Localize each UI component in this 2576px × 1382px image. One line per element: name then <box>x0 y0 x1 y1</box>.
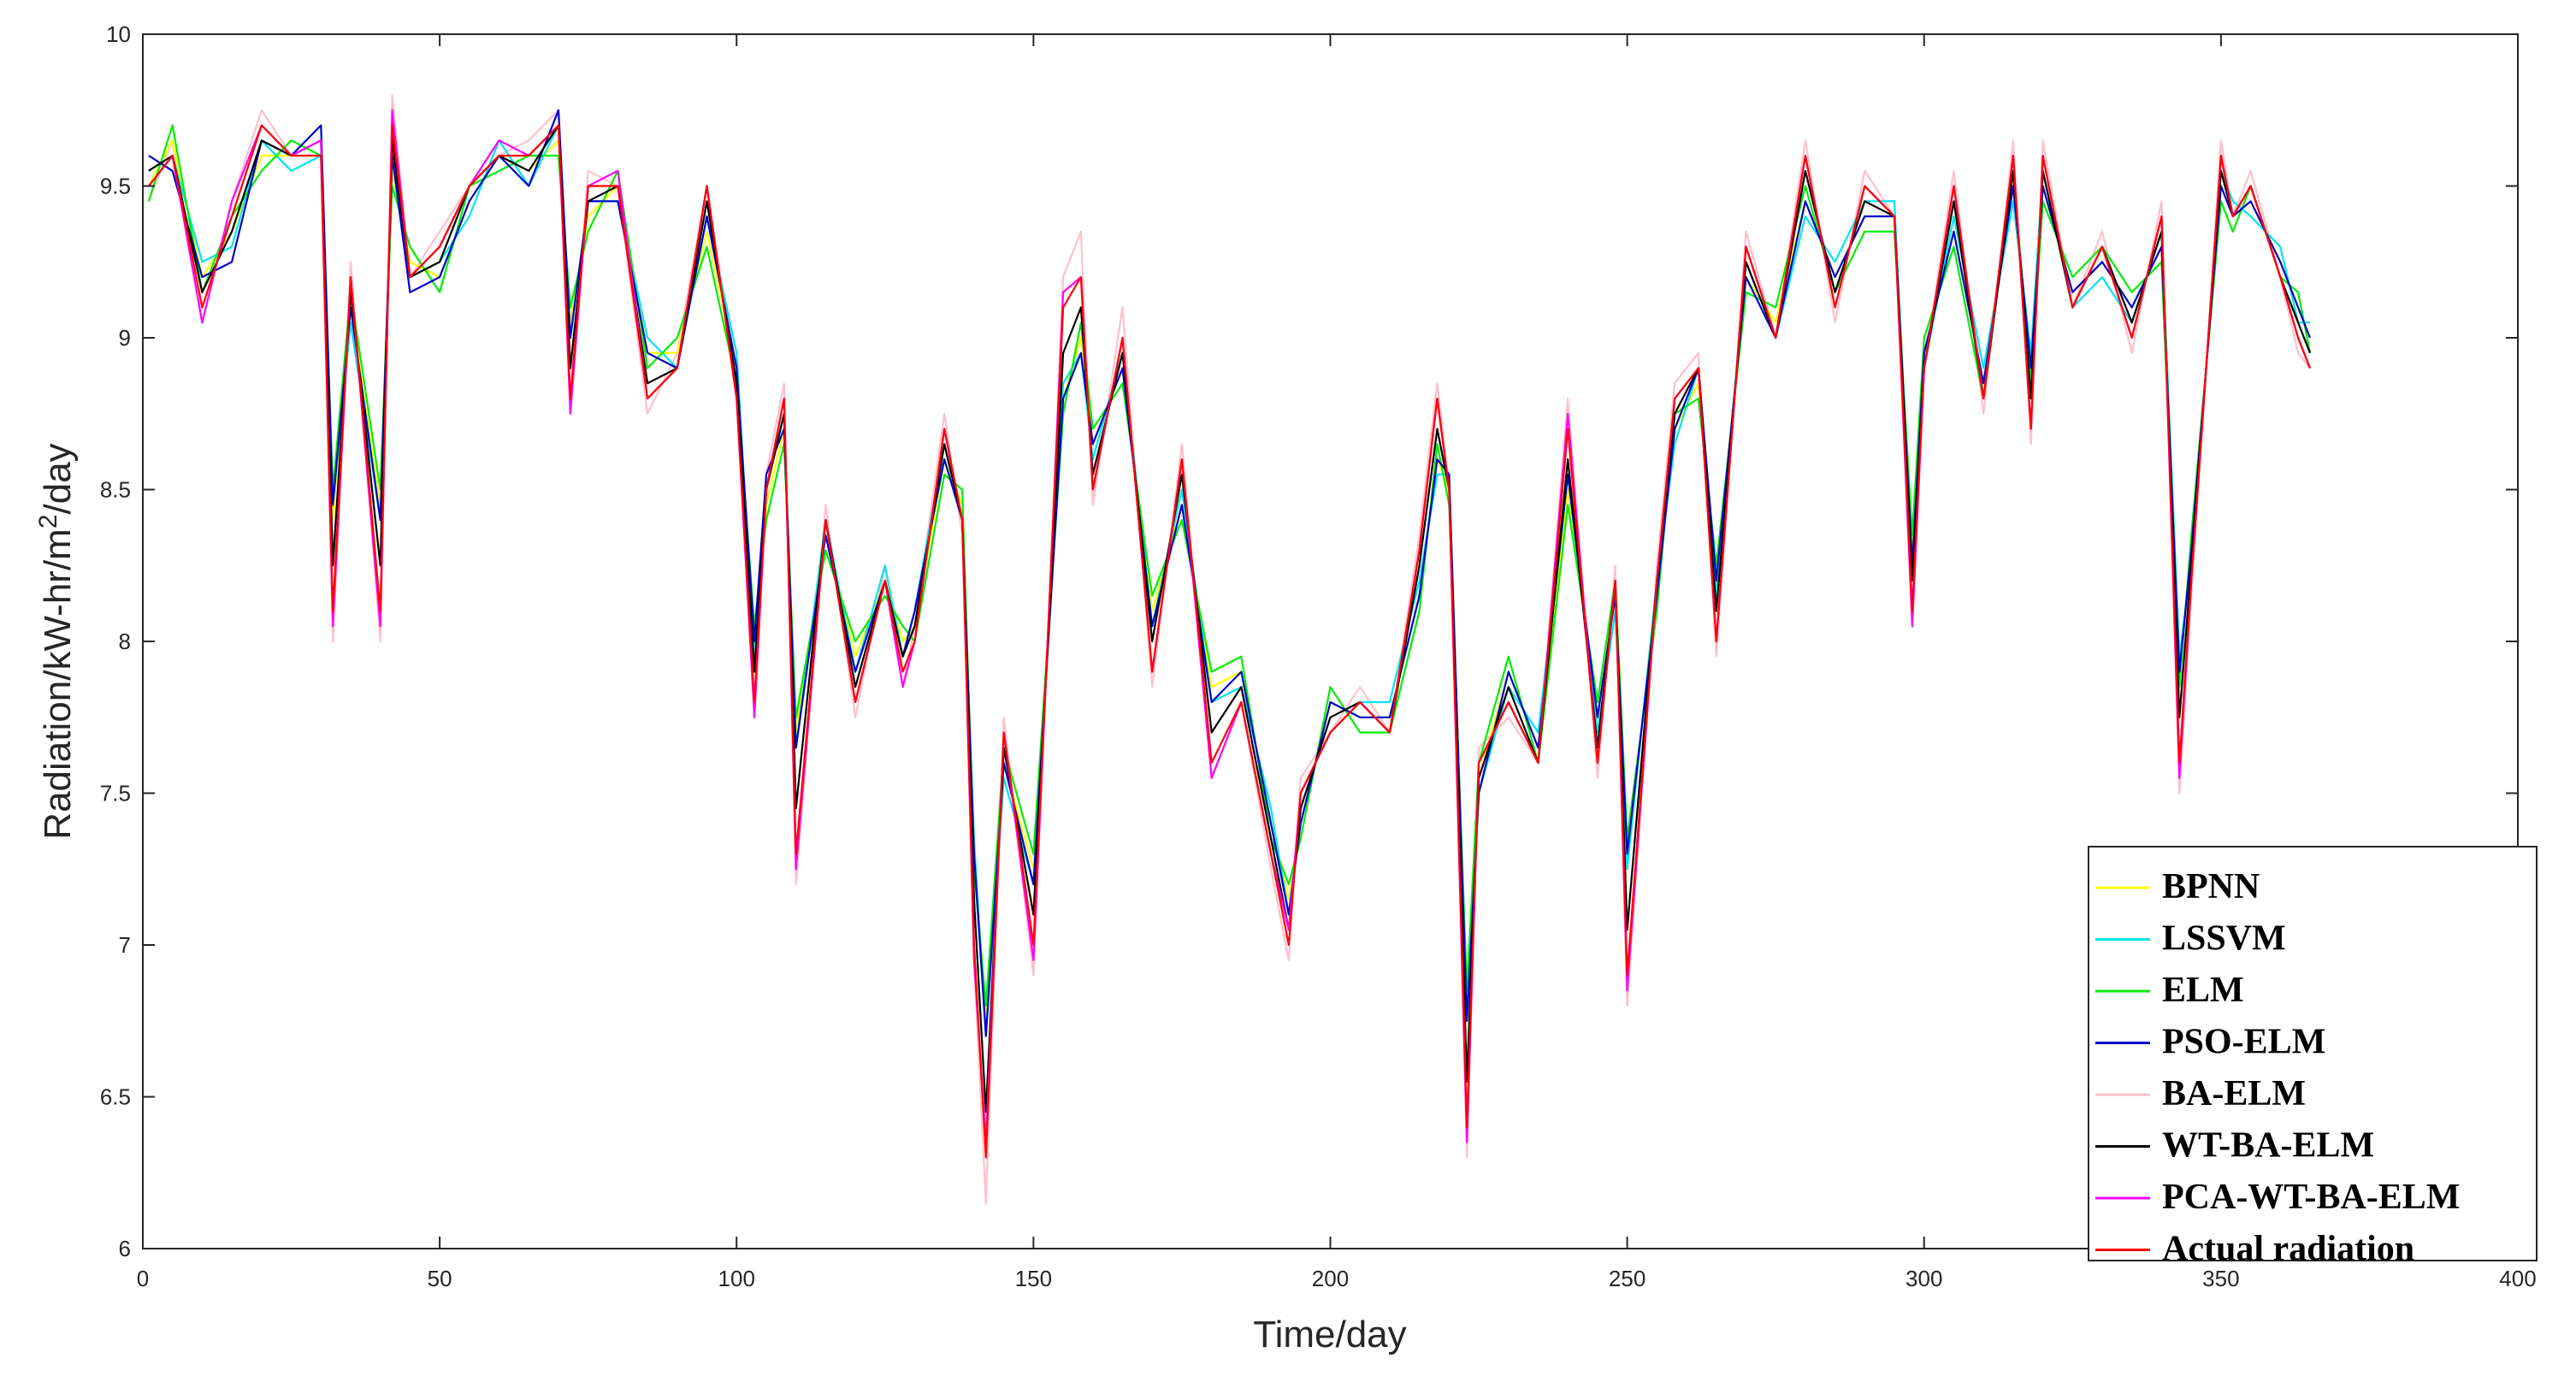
y-tick-label: 6 <box>119 1236 131 1261</box>
x-tick-label: 200 <box>1312 1266 1349 1291</box>
legend-label-actual-radiation: Actual radiation <box>2162 1230 2414 1269</box>
legend-box <box>2088 846 2538 1261</box>
y-tick-label: 6.5 <box>100 1084 131 1110</box>
legend-label-ba-elm: BA-ELM <box>2162 1074 2306 1113</box>
y-axis-title-superscript: 2 <box>34 514 62 529</box>
ticks-group: 0 50 100 150 200 250 300 350 400 6 6.5 7 7.5 8 8.5 9 9.5… <box>100 21 2537 1291</box>
series-group <box>147 93 2312 1204</box>
legend-label-pca-wt-ba-elm: PCA-WT-BA-ELM <box>2162 1178 2460 1217</box>
x-tick-label: 150 <box>1015 1266 1052 1291</box>
y-axis-title-unit: /day <box>37 443 79 514</box>
legend-items: BPNN LSSVM ELM PSO-ELM BA-ELM WT-BA-ELM PCA-WT… <box>2095 867 2460 1269</box>
legend-label-pso-elm: PSO-ELM <box>2162 1023 2325 1062</box>
x-tick-label: 100 <box>718 1266 755 1291</box>
y-tick-label: 7 <box>119 932 131 958</box>
x-tick-label: 250 <box>1609 1266 1645 1291</box>
series-line-actual-radiation <box>148 124 2312 1159</box>
y-axis-title: Radiation/kW-hr/m2/day <box>34 443 79 839</box>
y-axis-title-main: Radiation/kW-hr/m <box>37 529 79 840</box>
y-tick-label: 9.5 <box>100 174 131 199</box>
y-tick-label: 10 <box>106 21 131 47</box>
legend-label-elm: ELM <box>2162 971 2244 1010</box>
x-tick-label: 50 <box>428 1266 452 1291</box>
legend-label-bpnn: BPNN <box>2162 867 2260 907</box>
y-tick-label: 8.5 <box>100 477 131 503</box>
x-tick-label: 0 <box>137 1266 149 1291</box>
y-tick-label: 7.5 <box>100 781 131 806</box>
legend: BPNN LSSVM ELM PSO-ELM BA-ELM WT-BA-ELM PCA-WT… <box>2088 846 2538 1269</box>
x-tick-label: 400 <box>2499 1266 2536 1291</box>
legend-label-wt-ba-elm: WT-BA-ELM <box>2162 1126 2374 1166</box>
y-tick-label: 9 <box>119 325 131 351</box>
legend-label-lssvm: LSSVM <box>2162 919 2286 959</box>
x-tick-label: 300 <box>1905 1266 1942 1291</box>
x-tick-label: 350 <box>2202 1266 2239 1291</box>
y-tick-label: 8 <box>119 629 131 654</box>
x-axis-title: Time/day <box>1253 1314 1406 1355</box>
